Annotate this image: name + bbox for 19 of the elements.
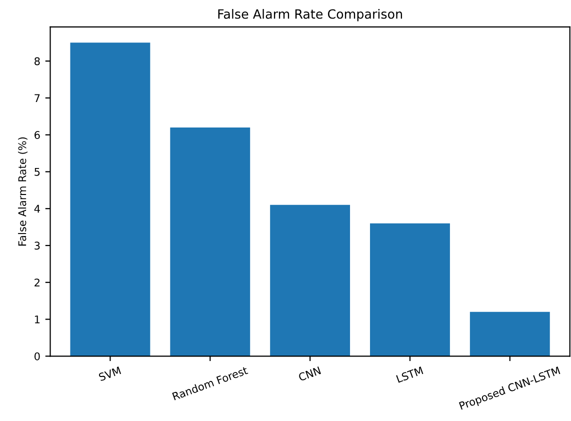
bar (370, 223, 450, 356)
y-tick-label: 5 (34, 168, 40, 176)
bar (170, 127, 250, 356)
bar (270, 204, 350, 356)
bar (70, 42, 150, 356)
y-tick-label: 4 (34, 204, 40, 213)
chart-title: False Alarm Rate Comparison (218, 8, 402, 22)
y-tick-label: 3 (34, 242, 40, 250)
y-tick-label: 0 (34, 352, 40, 360)
x-tick-label: LSTM (396, 366, 424, 383)
y-tick-label: 1 (34, 316, 40, 324)
y-axis-title: False Alarm Rate (%) (18, 137, 28, 246)
y-tick-label: 8 (34, 57, 40, 66)
y-tick-label: 2 (34, 278, 40, 286)
bar (470, 312, 550, 356)
y-tick-label: 6 (34, 131, 40, 139)
x-tick-label: CNN (298, 366, 322, 382)
x-tick-label: SVM (98, 366, 122, 382)
y-tick-label: 7 (34, 94, 40, 102)
